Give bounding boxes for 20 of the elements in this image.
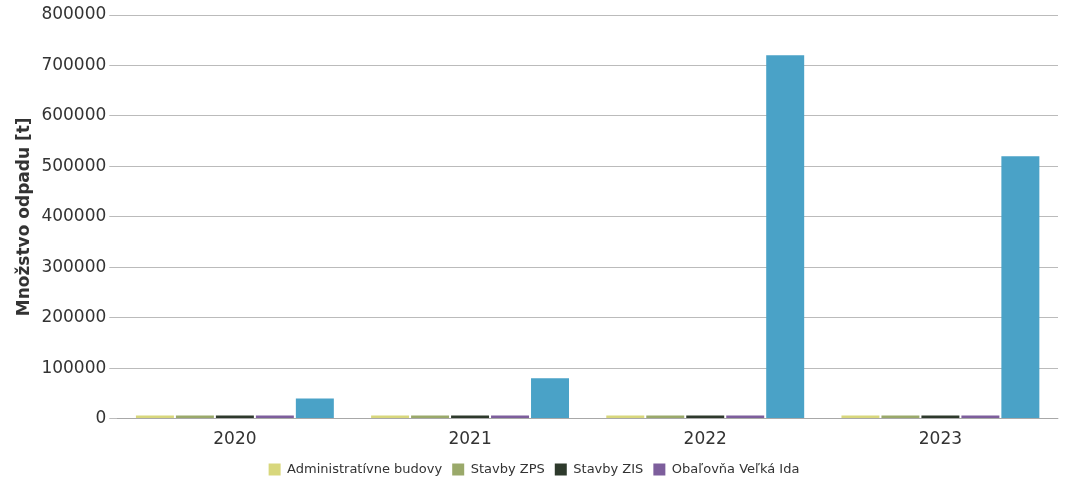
y-axis-title: Množstvo odpadu [t] [12, 117, 33, 317]
y-tick-label: 400000 [41, 205, 107, 226]
bar [1001, 156, 1040, 419]
y-tick-label: 0 [95, 407, 107, 428]
y-tick-label: 800000 [41, 3, 107, 24]
y-tick-label: 300000 [41, 255, 107, 276]
x-tick-label: 2021 [448, 428, 492, 449]
legend-label: Administratívne budovy [287, 460, 443, 476]
y-tick-label: 200000 [41, 306, 107, 327]
legend-label: Obaľovňa Veľká Ida [671, 460, 800, 476]
y-tick-label: 700000 [41, 53, 107, 74]
y-tick-label: 100000 [41, 356, 107, 377]
bar [766, 55, 805, 419]
legend-label: Stavby ZIS [573, 460, 644, 476]
legend-label: Stavby ZPS [470, 460, 545, 476]
x-tick-label: 2022 [683, 428, 727, 449]
y-tick-label: 500000 [41, 154, 107, 175]
y-tick-label: 600000 [41, 104, 107, 125]
x-tick-label: 2020 [213, 428, 257, 449]
x-tick-label: 2023 [918, 428, 963, 449]
